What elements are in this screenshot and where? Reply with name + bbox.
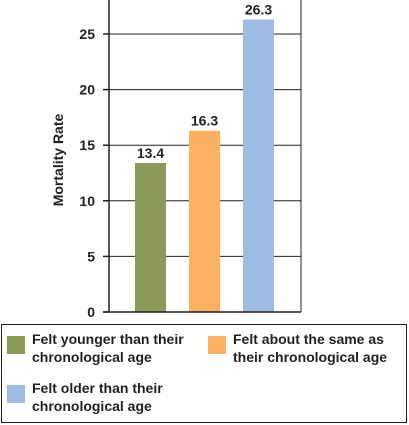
bar-older (243, 19, 274, 312)
legend-swatch-older (7, 385, 25, 403)
y-tick-label-10: 10 (79, 193, 95, 209)
data-label-older: 26.3 (245, 2, 272, 18)
y-tick-label-25: 25 (79, 26, 95, 42)
data-labels: 13.4 16.3 26.3 (137, 2, 272, 161)
legend-label-younger: Felt younger than their chronological ag… (32, 331, 184, 365)
chart-legend: Felt younger than their chronological ag… (1, 324, 407, 423)
bar-chart: 13.4 16.3 26.3 0 5 10 15 20 25 Mortality Rate (50, 0, 302, 320)
bars (135, 19, 274, 312)
bar-same (189, 130, 220, 312)
y-axis-ticks: 0 5 10 15 20 25 (79, 26, 109, 320)
legend-label-older: Felt older than their chronological age (32, 380, 163, 414)
data-label-younger: 13.4 (137, 145, 164, 161)
legend-label-same: Felt about the same as their chronologic… (233, 331, 388, 365)
legend-item-older: Felt older than their chronological age (7, 379, 163, 415)
y-tick-label-0: 0 (87, 304, 95, 320)
legend-swatch-younger (7, 336, 25, 354)
bar-younger (135, 162, 166, 312)
data-label-same: 16.3 (191, 113, 218, 129)
legend-item-same: Felt about the same as their chronologic… (208, 330, 387, 366)
legend-swatch-same (208, 336, 226, 354)
y-tick-label-20: 20 (79, 82, 95, 98)
y-axis-title: Mortality Rate (50, 114, 66, 207)
legend-item-younger: Felt younger than their chronological ag… (7, 330, 184, 366)
y-tick-label-15: 15 (79, 137, 95, 153)
y-tick-label-5: 5 (87, 248, 95, 264)
